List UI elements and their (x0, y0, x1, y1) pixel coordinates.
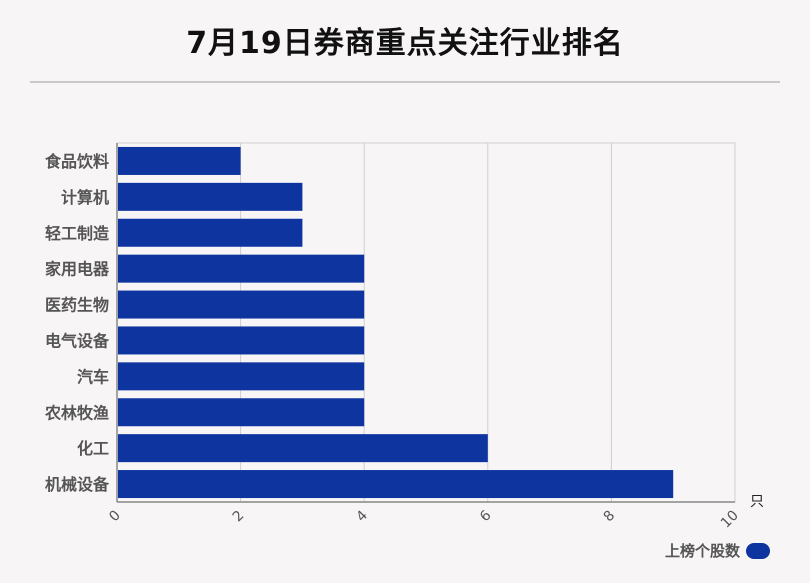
y-category-label: 家用电器 (45, 260, 110, 279)
y-category-label: 汽车 (77, 367, 109, 386)
x-unit-label: 只 (750, 494, 764, 510)
bar (118, 470, 674, 499)
legend: 上榜个股数 (665, 540, 770, 561)
y-category-label: 食品饮料 (44, 152, 109, 171)
x-tick-label: 0 (106, 508, 124, 526)
y-category-label: 计算机 (61, 188, 109, 207)
legend-swatch (746, 542, 770, 559)
bar (118, 218, 303, 247)
bar (118, 326, 365, 355)
y-category-label: 农林牧渔 (44, 403, 109, 422)
x-tick-label: 2 (230, 508, 248, 526)
bar (118, 398, 365, 427)
chart-title: 7月19日券商重点关注行业排名 (186, 26, 624, 61)
y-category-label: 轻工制造 (45, 224, 110, 243)
y-category-label: 电气设备 (45, 331, 110, 350)
bar (118, 254, 365, 283)
bar (118, 182, 303, 211)
bar (118, 290, 365, 319)
bar (118, 434, 488, 463)
title-divider (30, 81, 780, 83)
bar (118, 362, 365, 391)
x-tick-label: 8 (601, 508, 619, 526)
y-category-label: 机械设备 (45, 475, 110, 494)
x-tick-label: 4 (353, 507, 371, 525)
x-tick-label: 6 (477, 507, 495, 525)
y-category-label: 化工 (77, 439, 109, 458)
legend-label: 上榜个股数 (664, 542, 740, 560)
bar (118, 146, 241, 175)
y-category-label: 医药生物 (45, 296, 109, 315)
x-tick-label: 10 (718, 508, 742, 532)
